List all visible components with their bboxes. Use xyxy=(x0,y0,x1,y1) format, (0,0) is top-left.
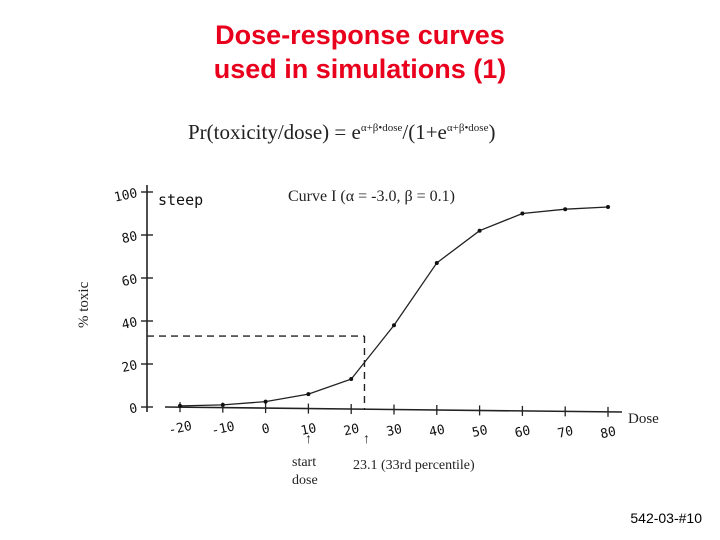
curve-point xyxy=(349,377,354,382)
curve-point xyxy=(306,392,311,397)
curve-point xyxy=(178,403,182,408)
curve-point xyxy=(392,323,396,328)
curve-point xyxy=(520,211,525,216)
probability-formula: Pr(toxicity/dose) = eα+β•dose/(1+eα+β•do… xyxy=(188,120,495,145)
chart-labels: steep Curve I (α = -3.0, β = 0.1) Dose %… xyxy=(76,188,659,488)
x-tick-label: 10 xyxy=(299,421,317,439)
axes: 0 20 40 60 80 100 -20 -10 0 10 20 30 40 50 60 70 80 xyxy=(113,185,623,442)
x-tick-label: 30 xyxy=(385,422,403,440)
slide-title: Dose-response curves used in simulations… xyxy=(0,18,720,86)
x-tick-label: 0 xyxy=(261,421,272,437)
x-tick-label: 80 xyxy=(599,424,617,442)
formula-end: ) xyxy=(488,120,496,144)
curve-line xyxy=(179,206,609,407)
percentile-arrow: ↑ xyxy=(363,432,370,447)
curve-point xyxy=(563,207,568,212)
x-tick-label: 20 xyxy=(342,422,360,440)
curve-label: Curve I (α = -3.0, β = 0.1) xyxy=(288,188,455,205)
curve-point xyxy=(606,205,610,210)
slide-id: 542-03-#10 xyxy=(630,510,702,526)
y-tick-label: 20 xyxy=(120,358,138,376)
x-tick-label: 60 xyxy=(513,423,531,441)
x-tick-label: 40 xyxy=(428,422,446,440)
curve-point xyxy=(220,402,225,407)
formula-exponent-1: α+β•dose xyxy=(360,122,403,134)
x-tick-label: -20 xyxy=(167,419,193,439)
curve-point xyxy=(263,399,268,404)
x-tick-label: 70 xyxy=(556,424,574,442)
y-tick-label: 100 xyxy=(113,186,139,206)
y-axis-label: % toxic xyxy=(76,281,92,328)
reference-lines xyxy=(147,335,366,410)
start-dose-label: start dose xyxy=(292,455,318,488)
x-tick-label: -10 xyxy=(210,419,236,439)
formula-lhs: Pr(toxicity/dose) = e xyxy=(188,120,361,144)
percentile-label: 23.1 (33rd percentile) xyxy=(353,458,475,473)
formula-mid: /(1+e xyxy=(402,120,447,144)
curve-series xyxy=(178,205,610,408)
corner-label: steep xyxy=(158,191,203,209)
x-tick-label: 50 xyxy=(471,423,489,441)
formula-exponent-2: α+β•dose xyxy=(446,122,489,134)
y-tick-label: 60 xyxy=(120,272,138,290)
x-axis-label: Dose xyxy=(628,411,659,427)
y-tick-label: 0 xyxy=(128,401,139,417)
start-arrow: ↑ xyxy=(305,432,312,447)
curve-point xyxy=(477,228,482,233)
title-line-2: used in simulations (1) xyxy=(213,54,507,84)
y-tick-label: 80 xyxy=(120,229,138,247)
title-line-1: Dose-response curves xyxy=(215,20,505,50)
curve-point xyxy=(434,260,439,265)
y-tick-label: 40 xyxy=(120,315,138,333)
